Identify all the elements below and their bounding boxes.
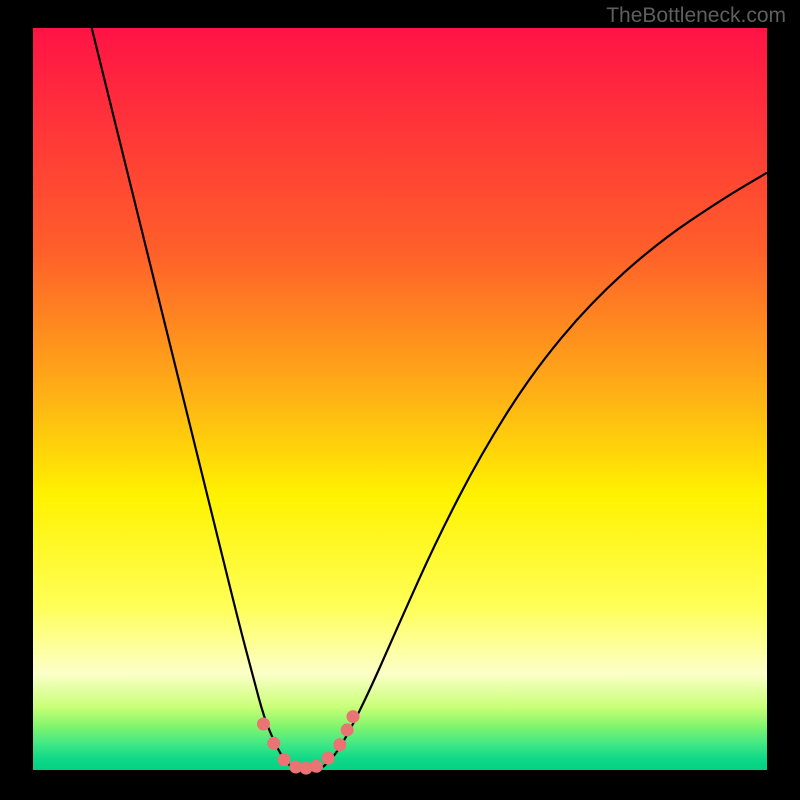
watermark-text: TheBottleneck.com	[606, 4, 786, 28]
data-marker	[341, 724, 353, 736]
data-marker	[278, 754, 290, 766]
data-marker	[322, 752, 334, 764]
data-marker	[347, 711, 359, 723]
data-marker	[334, 739, 346, 751]
data-marker	[310, 760, 322, 772]
data-marker	[268, 737, 280, 749]
data-marker	[257, 718, 269, 730]
chart-svg	[0, 0, 800, 800]
bottleneck-chart: TheBottleneck.com	[0, 0, 800, 800]
